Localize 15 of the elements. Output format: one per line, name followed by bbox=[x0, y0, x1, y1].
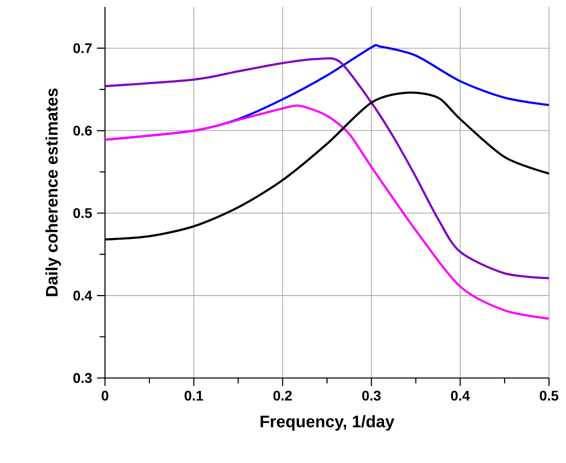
y-tick-label: 0.6 bbox=[73, 126, 92, 136]
x-tick-label: 0.3 bbox=[362, 390, 381, 401]
line-series bbox=[105, 57, 549, 280]
x-tick-label: 0 bbox=[102, 390, 108, 401]
y-tick-label: 0.5 bbox=[73, 208, 92, 218]
x-tick-label: 0.4 bbox=[451, 390, 470, 401]
y-tick-label: 0.7 bbox=[73, 43, 92, 54]
y-tick-label: 0.4 bbox=[73, 290, 92, 301]
x-tick-label: 0.2 bbox=[273, 390, 292, 401]
line-series bbox=[105, 104, 549, 320]
x-tick-label: 0.5 bbox=[540, 390, 558, 401]
y-tick-label: 0.3 bbox=[73, 373, 92, 383]
y-axis-title: Daily coherence estimates bbox=[45, 88, 61, 296]
x-axis-title: Frequency, 1/day bbox=[260, 415, 394, 431]
x-tick-label: 0.1 bbox=[184, 390, 204, 401]
